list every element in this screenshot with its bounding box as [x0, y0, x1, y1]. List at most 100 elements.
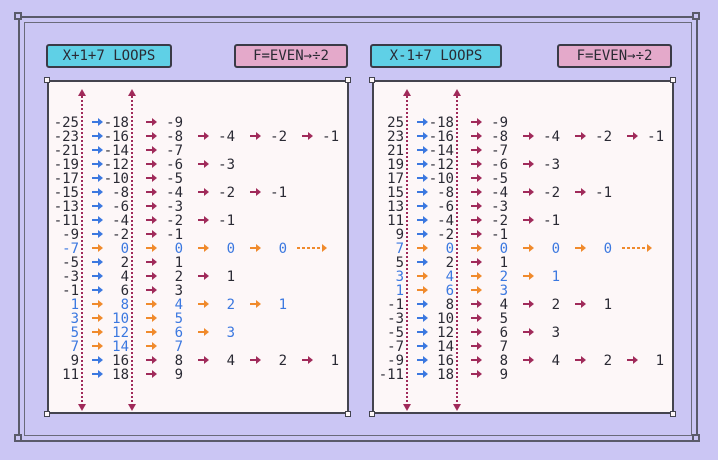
sequence-value: -1 [218, 213, 235, 229]
transition-arrow [471, 244, 482, 252]
sequence-value: -2 [218, 185, 235, 201]
sequence-value: 5 [396, 255, 404, 271]
sequence-value: -1 [595, 185, 612, 201]
sequence-value: -6 [112, 199, 129, 215]
transition-arrow [575, 244, 586, 252]
sequence-value: -1 [647, 129, 664, 145]
transition-arrow [92, 342, 103, 350]
sequence-value: -4 [166, 185, 183, 201]
transition-arrow [417, 314, 428, 322]
transition-arrow [471, 230, 482, 238]
sequence-value: -11 [379, 367, 404, 383]
panel-corner [44, 77, 50, 83]
left-sequence-diagram: -25 -18 -9-23 -16 -8 -4 -2 -1-21 -14 -7-19 -12 -6 -3… [54, 89, 339, 411]
transition-arrow [417, 202, 428, 210]
sequence-value: -9 [491, 115, 508, 131]
transition-arrow [146, 314, 157, 322]
sequence-value: 0 [500, 241, 508, 257]
transition-arrow [198, 300, 209, 308]
frame-corner [14, 434, 22, 442]
sequence-value: 8 [446, 297, 454, 313]
outer-frame [18, 16, 698, 442]
sequence-value: 25 [387, 115, 404, 131]
transition-arrow [146, 118, 157, 126]
sequence-value: 3 [500, 283, 508, 299]
transition-arrow [417, 258, 428, 266]
transition-arrow [417, 286, 428, 294]
transition-arrow [146, 146, 157, 154]
left-loops-label: X+1+7 LOOPS [46, 44, 172, 68]
sequence-value: 3 [552, 325, 560, 341]
transition-arrow [417, 328, 428, 336]
panel-corner [369, 411, 375, 417]
transition-arrow [523, 356, 534, 364]
panel-corner [345, 411, 351, 417]
sequence-value: 1 [71, 297, 79, 313]
sequence-value: -4 [437, 213, 454, 229]
panel-corner [345, 77, 351, 83]
sequence-value: -14 [104, 143, 129, 159]
sequence-value: 0 [175, 241, 183, 257]
sequence-value: 0 [279, 241, 287, 257]
sequence-value: 1 [331, 353, 339, 369]
transition-arrow [523, 328, 534, 336]
sequence-value: -7 [62, 241, 79, 257]
sequence-value: -5 [62, 255, 79, 271]
transition-arrow [627, 356, 638, 364]
transition-arrow [146, 188, 157, 196]
sequence-value: -10 [429, 171, 454, 187]
transition-arrow [146, 286, 157, 294]
transition-arrow [92, 300, 103, 308]
transition-arrow [471, 216, 482, 224]
transition-arrow [302, 132, 313, 140]
sequence-value: -7 [387, 339, 404, 355]
sequence-value: 7 [500, 339, 508, 355]
sequence-value: 3 [396, 269, 404, 285]
transition-arrow [146, 216, 157, 224]
left-loops-text: X+1+7 LOOPS [62, 48, 156, 64]
sequence-value: -1 [491, 227, 508, 243]
transition-arrow [302, 356, 313, 364]
transition-arrow [471, 202, 482, 210]
transition-arrow [575, 188, 586, 196]
transition-arrow [471, 370, 482, 378]
sequence-value: 2 [604, 353, 612, 369]
sequence-value: -8 [112, 185, 129, 201]
transition-arrow [146, 356, 157, 364]
sequence-value: 0 [604, 241, 612, 257]
sequence-value: 18 [112, 367, 129, 383]
transition-arrow [417, 216, 428, 224]
transition-arrow [92, 258, 103, 266]
sequence-value: -2 [112, 227, 129, 243]
sequence-value: 8 [500, 353, 508, 369]
transition-arrow [471, 314, 482, 322]
sequence-value: -3 [218, 157, 235, 173]
sequence-value: 3 [227, 325, 235, 341]
transition-arrow [250, 244, 261, 252]
sequence-value: -4 [112, 213, 129, 229]
transition-arrow [575, 356, 586, 364]
transition-arrow [146, 160, 157, 168]
sequence-value: -12 [429, 157, 454, 173]
transition-arrow [250, 356, 261, 364]
vertical-guide-line [78, 89, 86, 411]
transition-arrow [198, 272, 209, 280]
sequence-value: -2 [543, 185, 560, 201]
sequence-value: -6 [437, 199, 454, 215]
transition-arrow [92, 118, 103, 126]
transition-arrow [92, 370, 103, 378]
transition-arrow [523, 300, 534, 308]
transition-arrow [471, 118, 482, 126]
sequence-value: -5 [387, 325, 404, 341]
sequence-value: -12 [104, 157, 129, 173]
transition-arrow [92, 314, 103, 322]
sequence-value: 3 [175, 283, 183, 299]
sequence-value: -3 [166, 199, 183, 215]
transition-arrow [627, 132, 638, 140]
sequence-value: -1 [387, 297, 404, 313]
transition-arrow [92, 216, 103, 224]
sequence-value: 1 [552, 269, 560, 285]
sequence-value: 19 [387, 157, 404, 173]
transition-arrow [146, 202, 157, 210]
transition-arrow [146, 300, 157, 308]
